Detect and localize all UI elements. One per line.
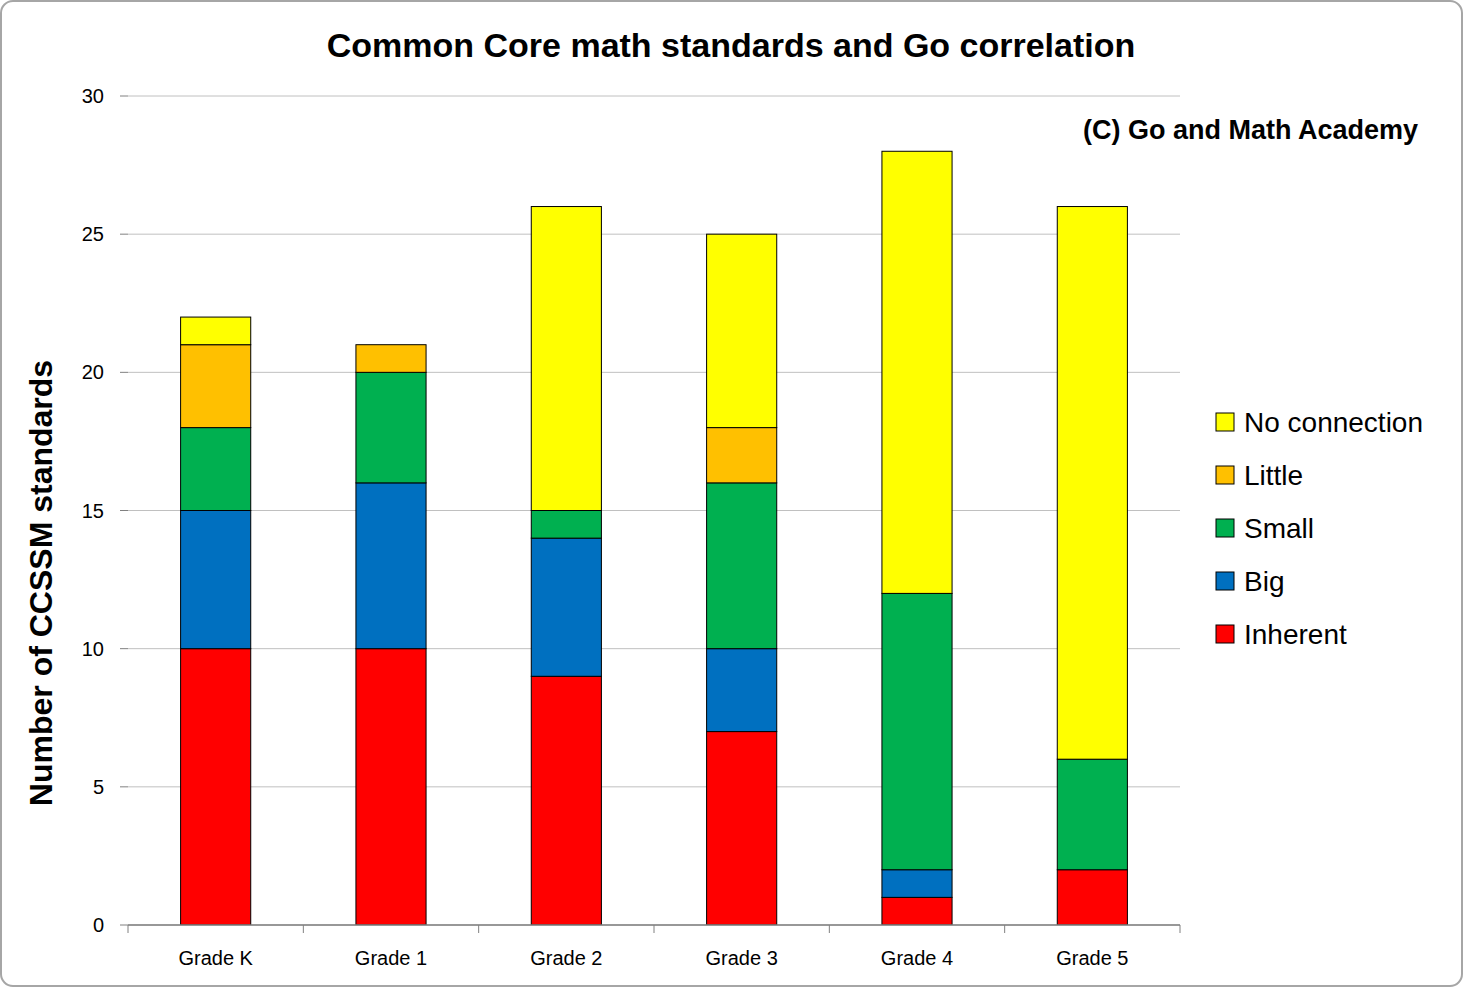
y-tick-label: 20 (82, 361, 104, 383)
legend-label: No connection (1244, 407, 1423, 438)
legend-swatch (1216, 466, 1234, 484)
bar-segment (181, 511, 251, 649)
legend-swatch (1216, 413, 1234, 431)
bar-segment (1057, 207, 1127, 760)
bar-segment (1057, 759, 1127, 870)
x-tick (478, 925, 479, 933)
bar-segment (1057, 870, 1127, 925)
y-tick-label: 30 (82, 85, 104, 107)
title: Common Core math standards and Go correl… (327, 26, 1136, 64)
x-tick (128, 925, 129, 933)
bar-segment (356, 344, 426, 345)
y-tick (120, 925, 128, 926)
x-tick-label: Grade 3 (706, 947, 778, 969)
bar-segment (356, 483, 426, 649)
y-tick (120, 234, 128, 235)
x-tick-label: Grade 1 (355, 947, 427, 969)
bar-segment (882, 593, 952, 869)
grid-line (128, 510, 1180, 511)
legend-swatch (1216, 572, 1234, 590)
bar-segment (181, 317, 251, 345)
bars (181, 151, 1128, 925)
bar-segment (356, 649, 426, 925)
bar-segment (181, 649, 251, 925)
y-tick (120, 510, 128, 511)
legend: No connection Little Small Big Inherent (1216, 407, 1423, 650)
bar-segment (531, 511, 601, 539)
bar-segment (531, 207, 601, 511)
y-tick-label: 25 (82, 223, 104, 245)
legend-label: Little (1244, 460, 1303, 491)
bar-segment (707, 234, 777, 427)
x-tick (829, 925, 830, 933)
legend-swatch (1216, 625, 1234, 643)
legend-label: Inherent (1244, 619, 1347, 650)
chart-frame (1, 1, 1462, 986)
y-tick (120, 372, 128, 373)
bar-segment (356, 372, 426, 483)
x-tick (654, 925, 655, 933)
grid-line (128, 234, 1180, 235)
chart: 0 5 10 15 20 25 30 Grade K Grade 1 Grade 2 Grade 3… (0, 0, 1463, 987)
x-tick (1004, 925, 1005, 933)
bar-segment (882, 870, 952, 898)
grid-line (128, 786, 1180, 787)
y-tick-label: 0 (93, 914, 104, 936)
grid-line (128, 96, 1180, 97)
x-tick-label: Grade 2 (530, 947, 602, 969)
y-axis-label: Number of CCSSM standards (23, 360, 59, 806)
grid-line (128, 372, 1180, 373)
y-tick (120, 96, 128, 97)
bar-segment (181, 428, 251, 511)
y-tick (120, 648, 128, 649)
bar-segment (356, 345, 426, 373)
x-tick-label: Grade 4 (881, 947, 953, 969)
bar-segment (707, 428, 777, 483)
bar-segment (882, 897, 952, 925)
x-tick-label: Grade K (178, 947, 253, 969)
y-tick-label: 10 (82, 638, 104, 660)
grid-line (128, 648, 1180, 649)
x-tick (1180, 925, 1181, 933)
bar-segment (181, 345, 251, 428)
annotation: (C) Go and Math Academy (1083, 115, 1418, 145)
bar-segment (531, 676, 601, 925)
legend-swatch (1216, 519, 1234, 537)
y-tick (120, 786, 128, 787)
bar-segment (882, 151, 952, 593)
legend-label: Small (1244, 513, 1314, 544)
y-tick-label: 15 (82, 500, 104, 522)
bar-segment (707, 483, 777, 649)
bar-segment (531, 538, 601, 676)
x-tick-label: Grade 5 (1056, 947, 1128, 969)
bar-segment (707, 732, 777, 925)
legend-label: Big (1244, 566, 1284, 597)
bar-segment (707, 649, 777, 732)
y-tick-label: 5 (93, 776, 104, 798)
x-tick (303, 925, 304, 933)
